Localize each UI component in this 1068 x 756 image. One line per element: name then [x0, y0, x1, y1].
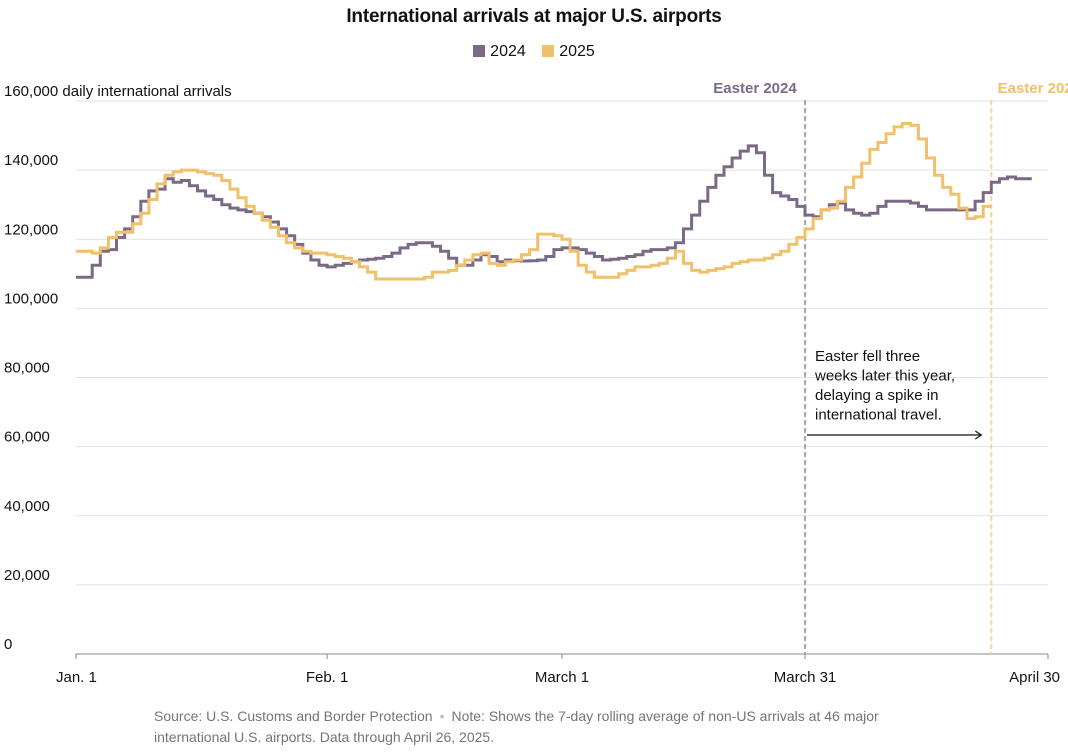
- legend-label-2025: 2025: [559, 43, 595, 60]
- legend-label-2024: 2024: [490, 43, 526, 60]
- series-line-2025: [76, 122, 992, 281]
- chart-footer: Source: U.S. Customs and Border Protecti…: [154, 706, 924, 748]
- annotation-text-line: international travel.: [815, 407, 942, 424]
- legend-item-2025: 2025: [542, 43, 595, 61]
- separator-dot: •: [439, 708, 445, 724]
- y-tick-label: 80,000: [4, 360, 50, 377]
- easter-marker-label: Easter 2024: [713, 80, 797, 97]
- y-tick-label: 120,000: [4, 221, 58, 238]
- x-tick-label: Jan. 1: [56, 669, 97, 686]
- annotation-text-line: Easter fell three: [815, 348, 920, 365]
- y-tick-label: 60,000: [4, 429, 50, 446]
- source-text: Source: U.S. Customs and Border Protecti…: [154, 708, 433, 724]
- y-tick-label: 40,000: [4, 498, 50, 515]
- easter-marker-label: Easter 2025: [998, 80, 1068, 97]
- y-tick-label: 100,000: [4, 290, 58, 307]
- annotation-note: Easter fell three weeks later this year, d…: [807, 348, 983, 440]
- legend-item-2024: 2024: [473, 43, 526, 61]
- chart-legend: 2024 2025: [0, 43, 1068, 61]
- x-tick-label: April 30: [1009, 669, 1060, 686]
- series-line-2024: [76, 144, 1032, 279]
- note-text: Note: Shows the 7-day rolling average of…: [154, 708, 879, 745]
- x-axis-ticks: Jan. 1 Feb. 1 March 1 March 31 April 30: [56, 654, 1060, 686]
- x-tick-label: March 31: [774, 669, 837, 686]
- legend-swatch-2024: [473, 45, 486, 57]
- y-tick-label: 140,000: [4, 152, 58, 169]
- y-tick-label: 160,000 daily international arrivals: [4, 83, 232, 100]
- x-tick-label: Feb. 1: [306, 669, 349, 686]
- y-tick-label: 20,000: [4, 567, 50, 584]
- y-tick-label: 0: [4, 636, 12, 653]
- line-chart: 0 20,000 40,000 60,000 80,000 100,000 120,000 1…: [4, 80, 1068, 686]
- y-axis-ticks: 0 20,000 40,000 60,000 80,000 100,000 120,000 1…: [4, 83, 232, 653]
- annotation-text-line: delaying a spike in: [815, 387, 938, 404]
- legend-swatch-2025: [542, 45, 555, 57]
- annotation-text-line: weeks later this year,: [814, 368, 955, 385]
- grid-lines: [76, 100, 1048, 655]
- x-tick-label: March 1: [535, 669, 589, 686]
- series-lines: [76, 122, 1032, 281]
- annotation-arrow-head: [974, 430, 983, 440]
- chart-title: International arrivals at major U.S. air…: [346, 6, 722, 27]
